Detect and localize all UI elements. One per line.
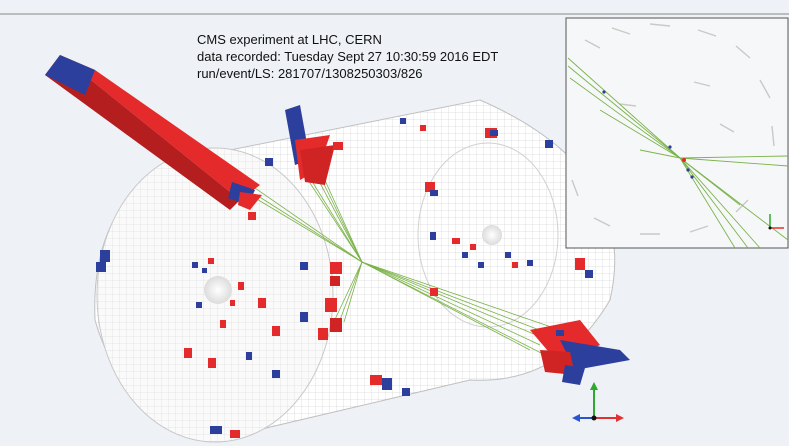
axis-triad: [572, 382, 624, 422]
caption-experiment: CMS experiment at LHC, CERN: [197, 32, 382, 47]
jet-tower-left: [45, 55, 262, 210]
caption-run-event: run/event/LS: 281707/1308250303/826: [197, 66, 423, 81]
far-endcap: [417, 142, 559, 328]
jet-tower-top: [285, 105, 335, 185]
far-beam-hub: [482, 225, 502, 245]
inset-view: [565, 17, 789, 249]
tracks: [244, 167, 561, 356]
caption-date: data recorded: Tuesday Sept 27 10:30:59 …: [197, 49, 499, 64]
jet-tower-right: [530, 320, 630, 385]
event-caption: CMS experiment at LHC, CERN data recorde…: [197, 31, 498, 82]
inset-detector-segments: [571, 23, 775, 235]
calorimeter-cells: [96, 118, 593, 438]
near-beam-hub: [204, 276, 232, 304]
inset-axis-triad: [768, 214, 784, 230]
